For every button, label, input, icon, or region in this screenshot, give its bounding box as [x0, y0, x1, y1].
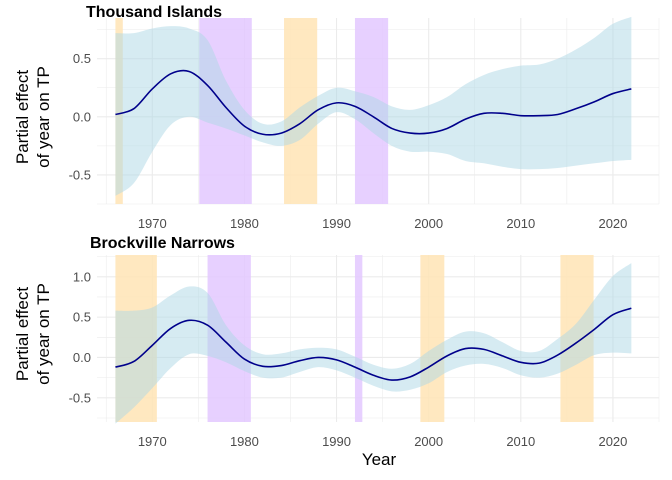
y-tick-label: 0.5 [73, 51, 91, 66]
y-axis-label-top-line-2: of year on TP [34, 66, 53, 168]
y-axis-label-bottom-line-1: Partial effect [13, 287, 32, 381]
y-tick-label: 1.0 [73, 269, 91, 284]
x-tick-label: 2020 [598, 434, 627, 449]
fitted-line [115, 69, 632, 136]
y-axis-label-top-line-1: Partial effect [13, 70, 32, 164]
x-tick-label: 1980 [230, 216, 259, 231]
x-tick-label: 2020 [598, 216, 627, 231]
x-tick-label: 1990 [322, 216, 351, 231]
x-tick-label: 2010 [506, 216, 535, 231]
x-tick-label: 2000 [414, 216, 443, 231]
panel-title-thousand-islands: Thousand Islands [86, 4, 222, 21]
x-tick-label: 1970 [138, 434, 167, 449]
panel-title-brockville-narrows: Brockville Narrows [90, 235, 235, 252]
y-axis-label-bottom-line-2: of year on TP [34, 283, 53, 385]
y-tick-label: 0.5 [73, 310, 91, 325]
period-band-orange-3 [420, 255, 445, 422]
y-tick-label: 0.0 [73, 109, 91, 124]
x-axis-label: Year [362, 450, 397, 469]
x-tick-label: 1970 [138, 216, 167, 231]
confidence-ribbon [115, 16, 632, 196]
x-tick-label: 2010 [506, 434, 535, 449]
period-band-purple-2 [354, 255, 363, 422]
fitted-line [115, 307, 632, 381]
panel-brockville-narrows: -0.5 0.0 0.5 1.0 1970 1980 1990 2000 2010 2020 B… [69, 235, 660, 449]
y-tick-label: -0.5 [69, 167, 91, 182]
x-tick-label: 1990 [322, 434, 351, 449]
x-tick-label: 2000 [414, 434, 443, 449]
panel-thousand-islands: -0.5 0.0 0.5 1970 1980 1990 2000 2010 2020 Thou… [69, 4, 660, 231]
x-tick-label: 1980 [230, 434, 259, 449]
confidence-ribbon [115, 263, 632, 424]
y-tick-label: -0.5 [69, 390, 91, 405]
y-tick-label: 0.0 [73, 350, 91, 365]
